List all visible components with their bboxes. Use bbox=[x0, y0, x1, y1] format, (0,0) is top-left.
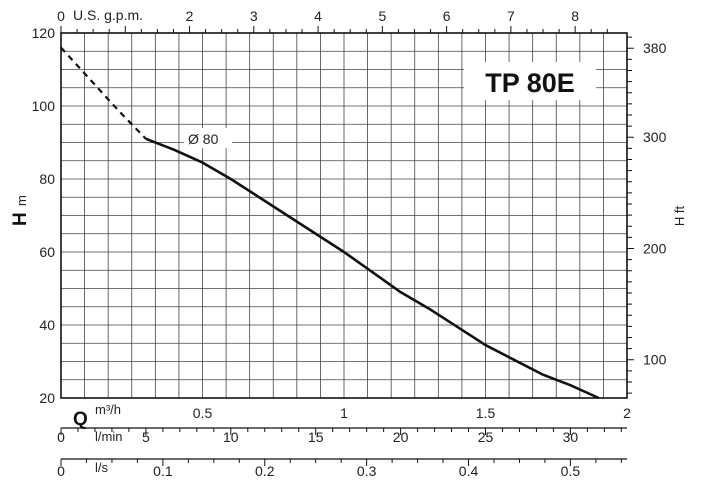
ls-tick-label: 0.1 bbox=[153, 463, 173, 479]
top-tick-label: 3 bbox=[250, 8, 258, 24]
right-tick-label: 100 bbox=[643, 352, 667, 368]
lmin-tick-label: 0 bbox=[57, 429, 65, 445]
left-tick-label: 100 bbox=[32, 98, 56, 114]
left-tick-label: 40 bbox=[39, 317, 55, 333]
lmin-tick-label: 20 bbox=[393, 429, 409, 445]
top-tick-label: 2 bbox=[186, 8, 194, 24]
flow-symbol-label: Q bbox=[73, 409, 88, 430]
ls-tick-label: 0 bbox=[57, 463, 65, 479]
left-tick-label: 120 bbox=[32, 25, 56, 41]
bottom-m3h-tick-label: 1.5 bbox=[476, 405, 496, 421]
curve-solid-line bbox=[145, 137, 600, 400]
y-axis-label: H bbox=[10, 212, 31, 226]
top-tick-label: 7 bbox=[507, 8, 515, 24]
left-tick-label: 60 bbox=[39, 244, 55, 260]
ls-tick-label: 0.5 bbox=[561, 463, 581, 479]
lmin-tick-label: 5 bbox=[142, 429, 150, 445]
top-tick-label: 0 bbox=[57, 8, 65, 24]
right-tick-label: 300 bbox=[643, 129, 667, 145]
right-axis-label: H ft bbox=[672, 206, 687, 227]
chart-title: TP 80E bbox=[485, 68, 575, 98]
left-tick-label: 80 bbox=[39, 171, 55, 187]
flow-unit-lmin: l/min bbox=[95, 429, 122, 444]
left-tick-label: 20 bbox=[39, 390, 55, 406]
series-label: Ø 80 bbox=[188, 131, 219, 147]
bottom-m3h-tick-label: 0.5 bbox=[193, 405, 213, 421]
top-tick-label: 4 bbox=[314, 8, 322, 24]
lmin-tick-label: 25 bbox=[478, 429, 494, 445]
top-axis-unit: U.S. g.p.m. bbox=[73, 7, 143, 23]
y-axis-unit: m bbox=[14, 195, 29, 206]
top-tick-label: 6 bbox=[443, 8, 451, 24]
right-tick-label: 200 bbox=[643, 240, 667, 256]
bottom-m3h-tick-label: 1 bbox=[340, 405, 348, 421]
top-tick-label: 8 bbox=[571, 8, 579, 24]
flow-unit-m3h: m³/h bbox=[95, 402, 121, 417]
lmin-tick-label: 30 bbox=[563, 429, 579, 445]
right-tick-label: 380 bbox=[643, 40, 667, 56]
ls-tick-label: 0.2 bbox=[255, 463, 275, 479]
title-box bbox=[464, 62, 596, 100]
curve-dashed-segment bbox=[60, 46, 147, 140]
bottom-m3h-tick-label: 2 bbox=[623, 405, 631, 421]
top-tick-label: 5 bbox=[378, 8, 386, 24]
ls-tick-label: 0.3 bbox=[357, 463, 377, 479]
ls-tick-label: 0.4 bbox=[459, 463, 479, 479]
lmin-tick-label: 15 bbox=[308, 429, 324, 445]
flow-unit-ls: l/s bbox=[95, 460, 109, 475]
lmin-tick-label: 10 bbox=[223, 429, 239, 445]
series-label-bg bbox=[184, 128, 232, 148]
